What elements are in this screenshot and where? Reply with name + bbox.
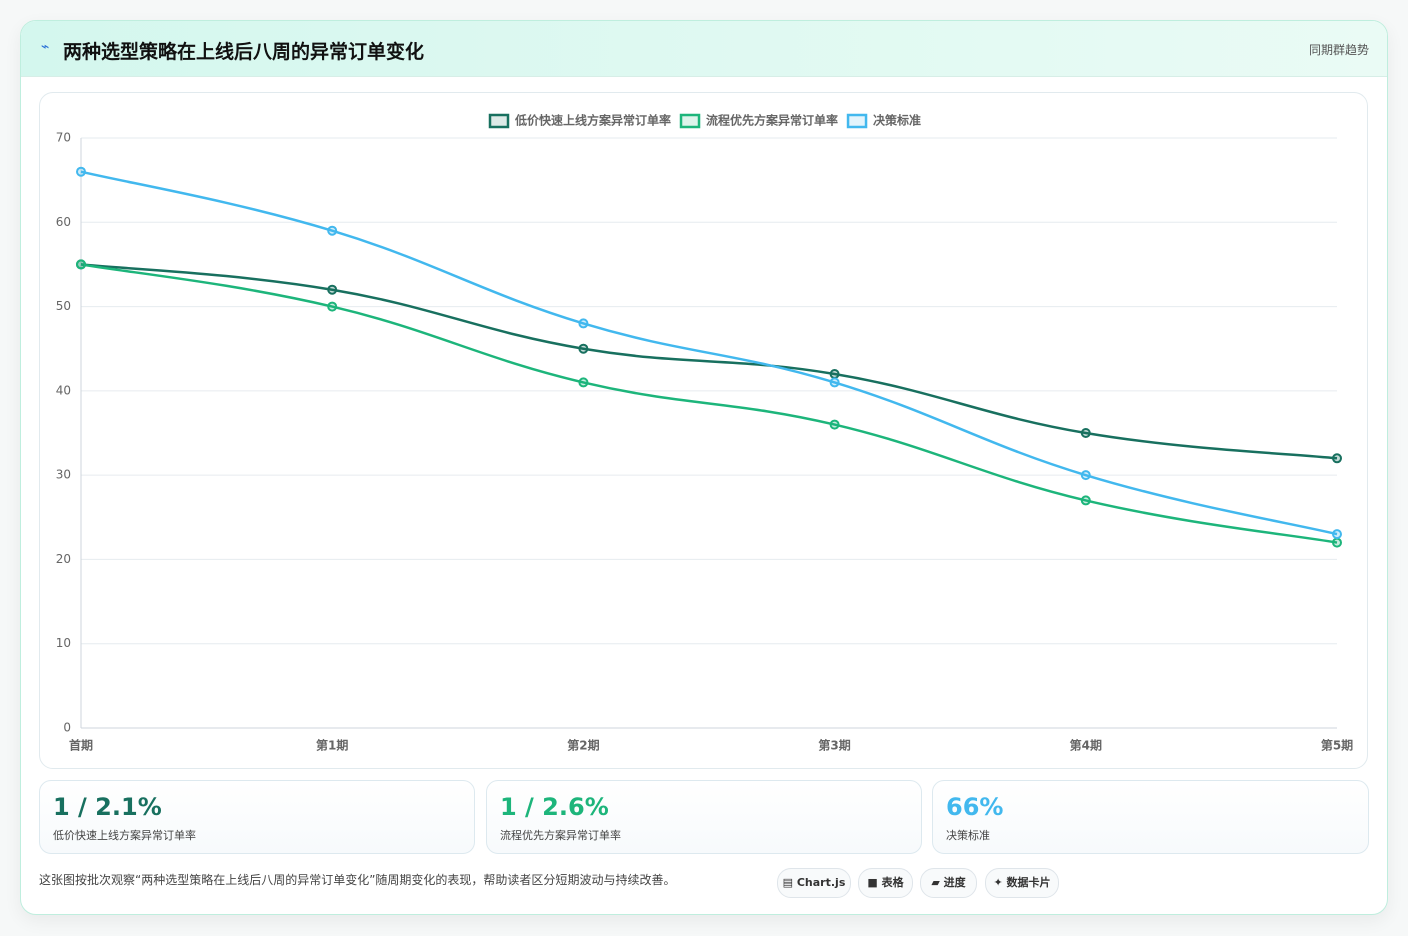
y-tick-label: 30 xyxy=(56,468,71,482)
tag: 同期群趋势 xyxy=(1308,43,1369,57)
point xyxy=(1332,529,1342,540)
legend-label: 低价快速上线方案异常订单率 xyxy=(514,113,671,128)
point xyxy=(1080,495,1091,506)
button[interactable]: ▤ Chart.js xyxy=(777,868,851,898)
x-tick-label: 第4期 xyxy=(1070,738,1102,753)
point xyxy=(327,225,338,236)
button-label[interactable]: Chart.js xyxy=(796,876,846,889)
icon: ⌁ xyxy=(41,39,50,55)
y-tick-label: 20 xyxy=(56,552,71,566)
button-label[interactable]: 数据卡片 xyxy=(1006,876,1051,889)
x-tick-label: 第2期 xyxy=(567,738,599,753)
point xyxy=(1080,428,1091,438)
y-tick-label: 50 xyxy=(56,299,71,313)
legend-swatch xyxy=(846,113,868,129)
point xyxy=(327,301,338,312)
stat-label: 流程优先方案异常订单率 xyxy=(500,829,621,842)
point xyxy=(578,377,589,388)
x-tick-label: 第5期 xyxy=(1321,738,1353,753)
point xyxy=(76,259,86,270)
y-tick-label: 40 xyxy=(56,383,71,397)
point xyxy=(829,419,840,430)
legend-swatch xyxy=(488,113,510,129)
description: 这张图按批次观察“两种选型策略在上线后八周的异常订单变化”随周期变化的表现，帮助… xyxy=(39,873,676,887)
point xyxy=(76,166,86,177)
x-tick-label: 第3期 xyxy=(818,738,850,753)
point xyxy=(829,377,840,388)
series-line xyxy=(80,263,1338,544)
stat-card: 1 / 2.6% 流程优先方案异常订单率 xyxy=(486,780,922,854)
point xyxy=(327,284,338,295)
chart-panel: 0 10 20 30 40 50 60 70 首期 第1期 第2期 第3期 第4期 第5期 低价快速上线方案… xyxy=(39,92,1368,769)
point xyxy=(578,318,589,329)
stat-card: 1 / 2.1% 低价快速上线方案异常订单率 xyxy=(39,780,475,854)
series-line xyxy=(80,263,1338,460)
stat-card: 66% 决策标准 xyxy=(932,780,1369,854)
point xyxy=(1080,470,1091,481)
y-tick-label: 70 xyxy=(56,131,71,145)
stat-label: 决策标准 xyxy=(946,829,990,842)
legend-label: 决策标准 xyxy=(873,113,921,128)
stat-value: 66% xyxy=(946,793,1004,821)
point xyxy=(1332,453,1342,464)
card: ⌁ 两种选型策略在上线后八周的异常订单变化 同期群趋势 0 10 20 30 40 50 6… xyxy=(20,20,1388,915)
chart: 0 10 20 30 40 50 60 70 首期 第1期 第2期 第3期 第4期 第5期 低价快速上线方案… xyxy=(56,113,1353,753)
x-tick-label: 首期 xyxy=(69,738,93,753)
button-label[interactable]: 进度 xyxy=(943,876,966,889)
title: 两种选型策略在上线后八周的异常订单变化 xyxy=(63,41,425,63)
button-label[interactable]: 表格 xyxy=(881,876,904,889)
point xyxy=(578,343,589,354)
y-tick-label: 0 xyxy=(63,721,71,735)
legend-swatch xyxy=(679,113,701,129)
point xyxy=(1332,537,1342,548)
y-tick-label: 10 xyxy=(56,636,71,650)
stat-label: 低价快速上线方案异常订单率 xyxy=(53,829,196,842)
stat-value: 1 / 2.6% xyxy=(500,793,609,821)
stat-value: 1 / 2.1% xyxy=(53,793,162,821)
legend-label: 流程优先方案异常订单率 xyxy=(706,113,838,128)
point xyxy=(829,369,840,379)
series-line xyxy=(80,170,1338,536)
header: ⌁ 两种选型策略在上线后八周的异常订单变化 同期群趋势 xyxy=(21,21,1387,77)
x-tick-label: 第1期 xyxy=(316,738,348,753)
button[interactable]: ■ 表格 xyxy=(858,868,913,898)
button[interactable]: ✦ 数据卡片 xyxy=(985,868,1059,898)
button[interactable]: ▰ 进度 xyxy=(920,868,977,898)
y-tick-label: 60 xyxy=(56,215,71,229)
